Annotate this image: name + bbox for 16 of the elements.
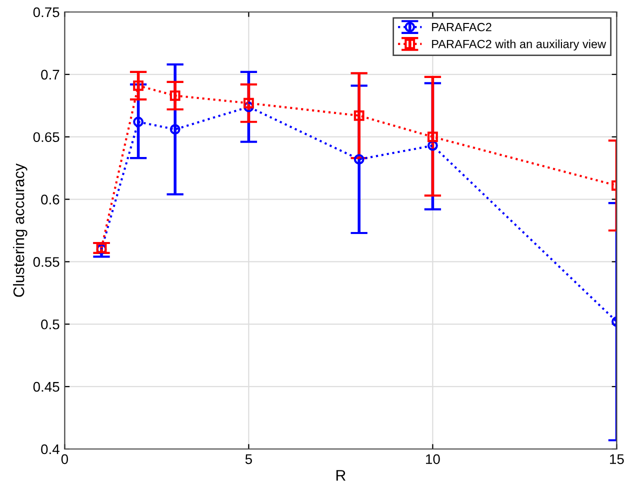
x-tick-label: 10 [426,454,440,464]
x-tick-label: 0 [61,454,68,464]
y-tick-label: 0.75 [33,7,60,18]
y-tick-label: 0.45 [33,382,60,392]
legend-label: PARAFAC2 [432,22,492,32]
y-tick-label: 0.55 [33,257,60,267]
x-tick-label: 15 [610,454,624,464]
x-axis-title: R [336,470,346,481]
y-axis-title: Clustering accuracy [13,163,28,297]
legend-label: PARAFAC2 with an auxiliary view [432,40,606,51]
y-tick-label: 0.4 [41,444,60,454]
y-tick-label: 0.65 [33,132,60,142]
x-tick-label: 5 [245,454,252,464]
y-tick-label: 0.5 [41,319,60,330]
y-tick-label: 0.6 [41,194,60,204]
y-tick-label: 0.7 [41,70,60,80]
